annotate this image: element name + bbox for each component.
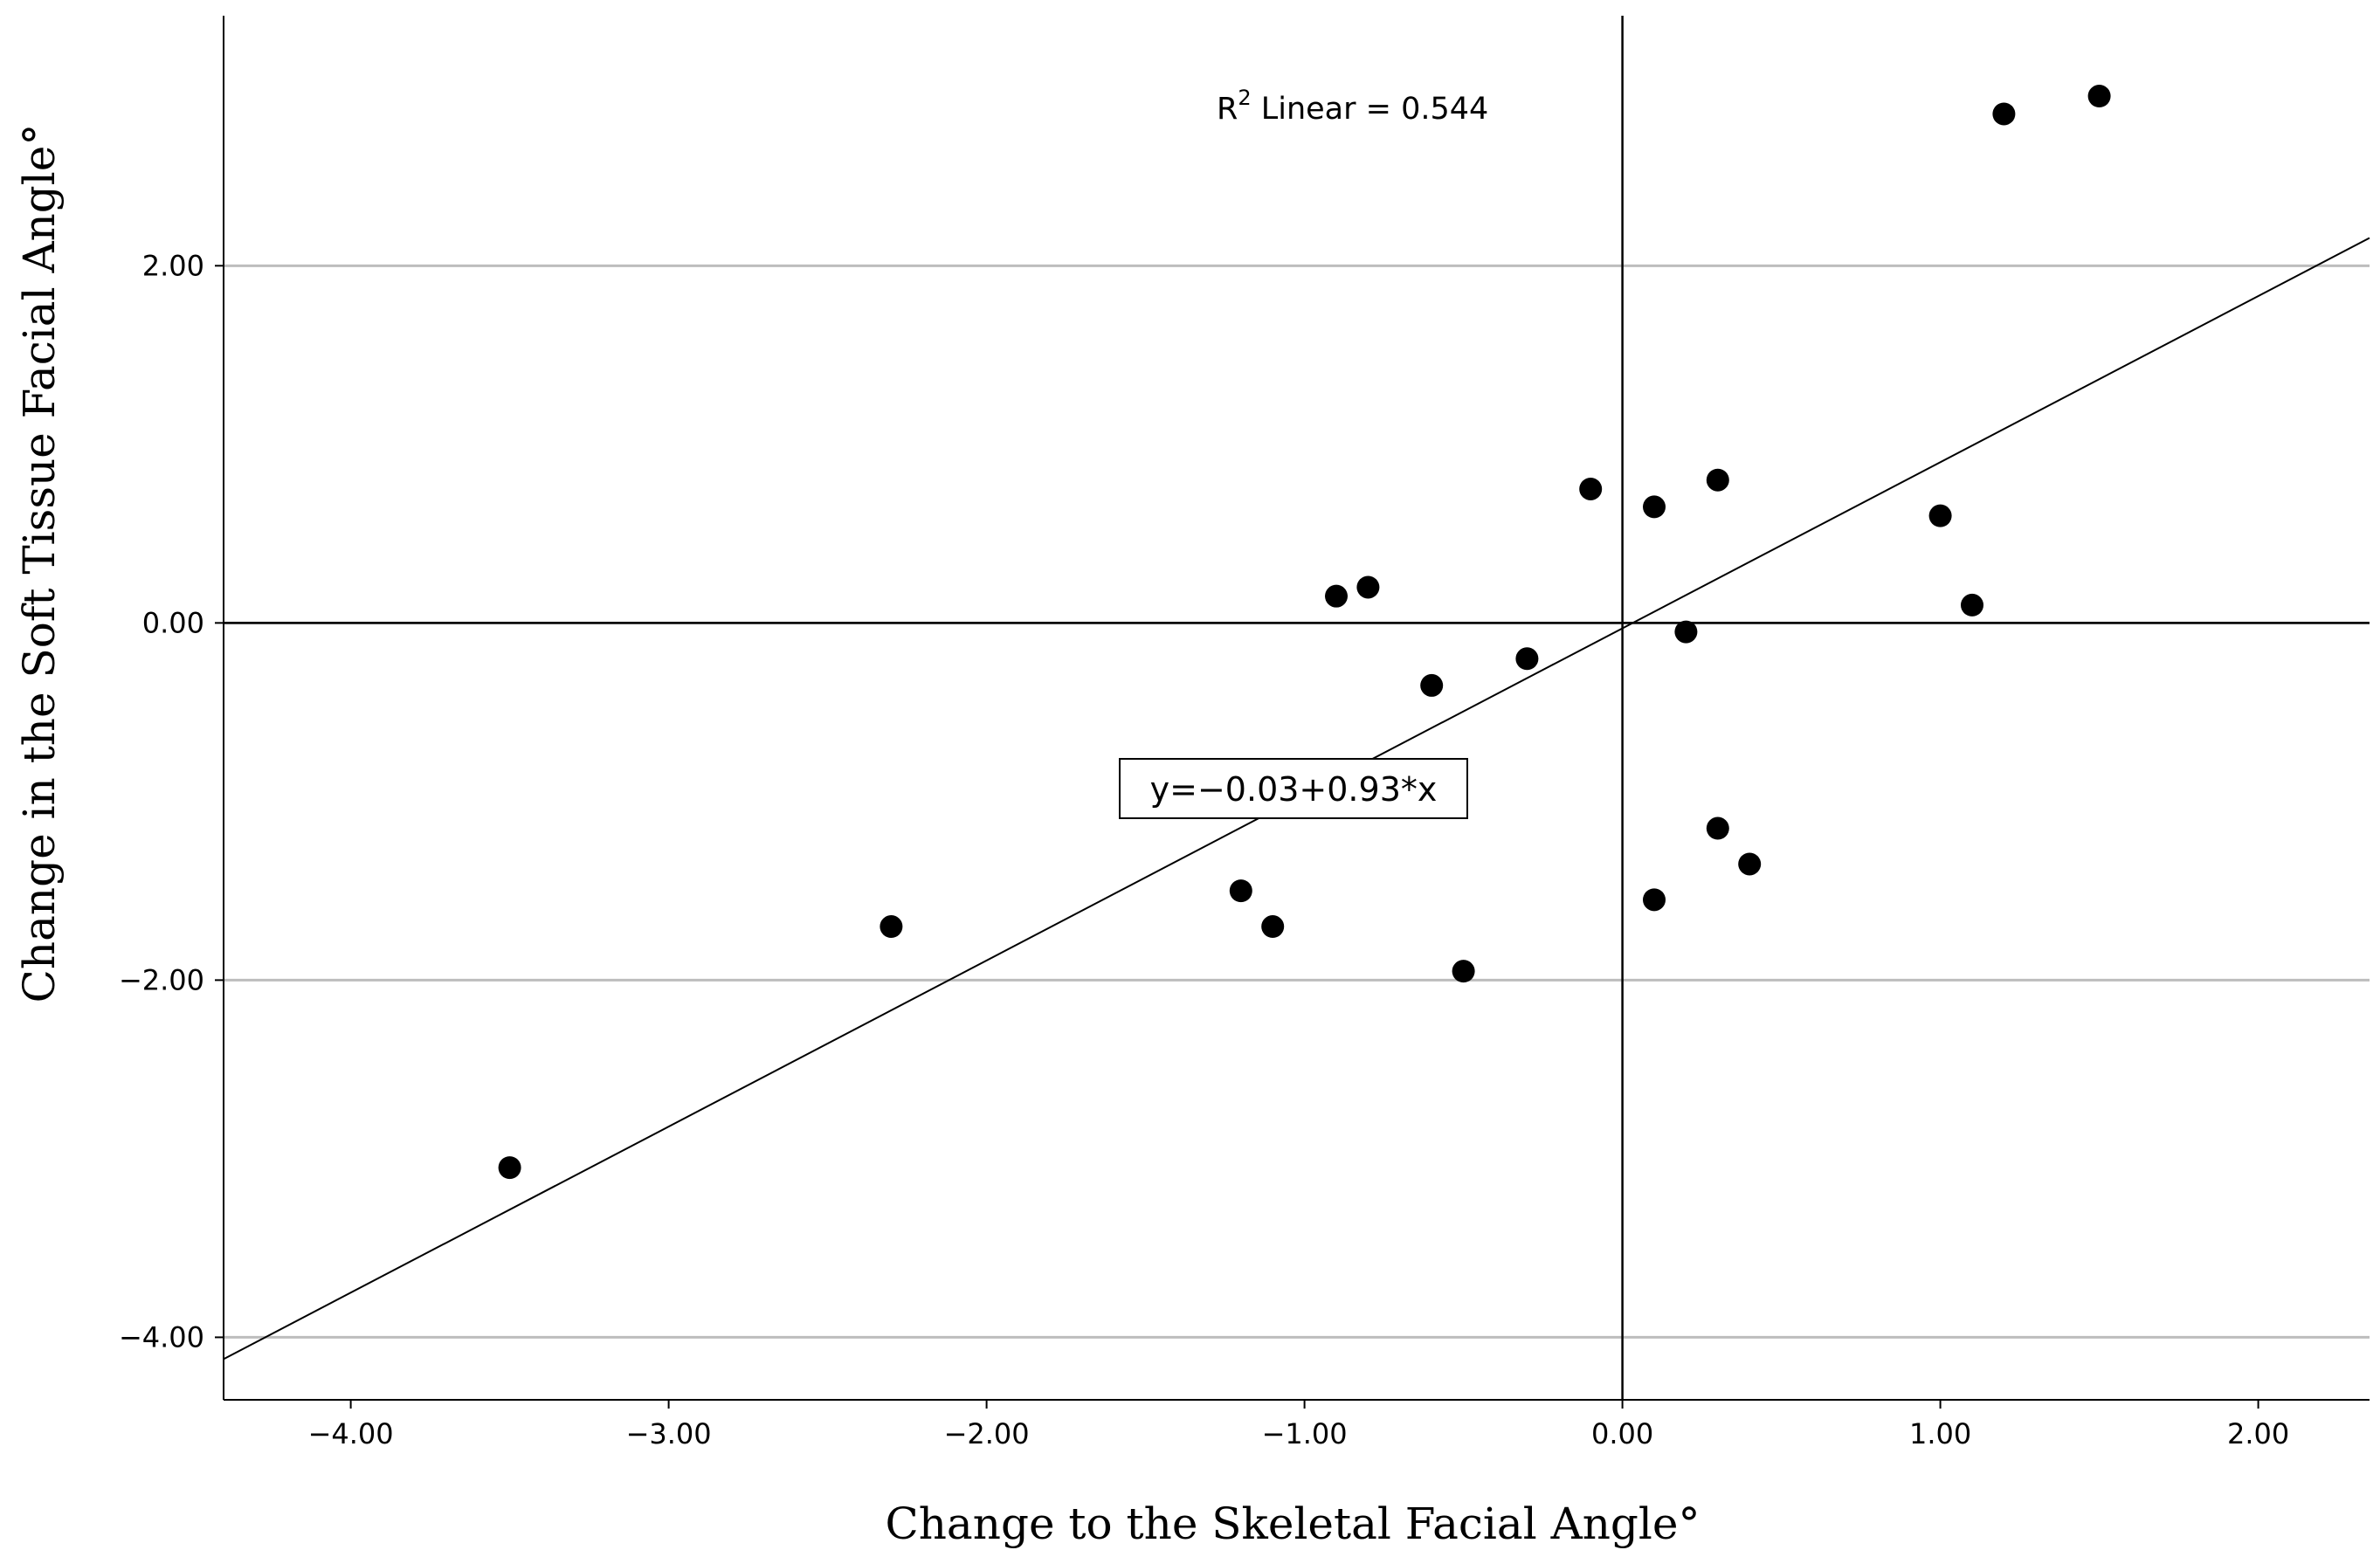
data-point (1325, 584, 1348, 608)
data-point (1674, 620, 1698, 644)
data-point (1420, 673, 1444, 697)
equation-label: y=−0.03+0.93*x (1150, 770, 1438, 809)
data-point (1356, 575, 1380, 599)
x-tick-label: 2.00 (2227, 1417, 2289, 1450)
r2-value: Linear = 0.544 (1252, 92, 1489, 127)
x-tick-label: −4.00 (308, 1417, 394, 1450)
data-point (1738, 852, 1762, 876)
x-tick-label: −2.00 (944, 1417, 1030, 1450)
data-point (1643, 888, 1666, 912)
y-tick-label: −4.00 (119, 1320, 204, 1354)
data-point (1961, 593, 1983, 617)
x-axis-title: Change to the Skeletal Facial Angle° (885, 1498, 1700, 1549)
data-points (498, 85, 2111, 1180)
data-point (1928, 504, 1952, 527)
r2-prefix: R (1217, 92, 1238, 127)
data-point (1706, 816, 1729, 840)
x-tick-label: −1.00 (1262, 1417, 1348, 1450)
data-point (880, 915, 903, 939)
x-tick-label: −3.00 (626, 1417, 712, 1450)
data-point (1515, 647, 1539, 671)
data-point (1229, 879, 1252, 903)
data-point (1992, 102, 2016, 126)
data-point (2087, 85, 2111, 108)
data-point (498, 1156, 521, 1180)
y-tick-label: 2.00 (142, 249, 204, 282)
y-tick-label: −2.00 (119, 963, 204, 996)
r2-superscript: 2 (1238, 86, 1251, 110)
y-tick-labels: −4.00 −2.00 0.00 2.00 (119, 249, 224, 1354)
y-tick-label: 0.00 (142, 606, 204, 639)
data-point (1452, 960, 1475, 983)
data-point (1643, 495, 1666, 519)
data-point (1706, 468, 1729, 492)
equation-box (1119, 758, 1468, 819)
data-point (1261, 915, 1285, 939)
x-tick-label: 0.00 (1591, 1417, 1653, 1450)
x-tick-labels: −4.00 −3.00 −2.00 −1.00 0.00 1.00 2.00 (308, 1400, 2289, 1450)
y-axis-title: Change in the Soft Tissue Facial Angle° (14, 124, 65, 1003)
axes (223, 16, 2370, 1401)
x-tick-label: 1.00 (1909, 1417, 1971, 1450)
r2-annotation: R2 Linear = 0.544 (1217, 86, 1488, 127)
data-point (1579, 477, 1603, 500)
